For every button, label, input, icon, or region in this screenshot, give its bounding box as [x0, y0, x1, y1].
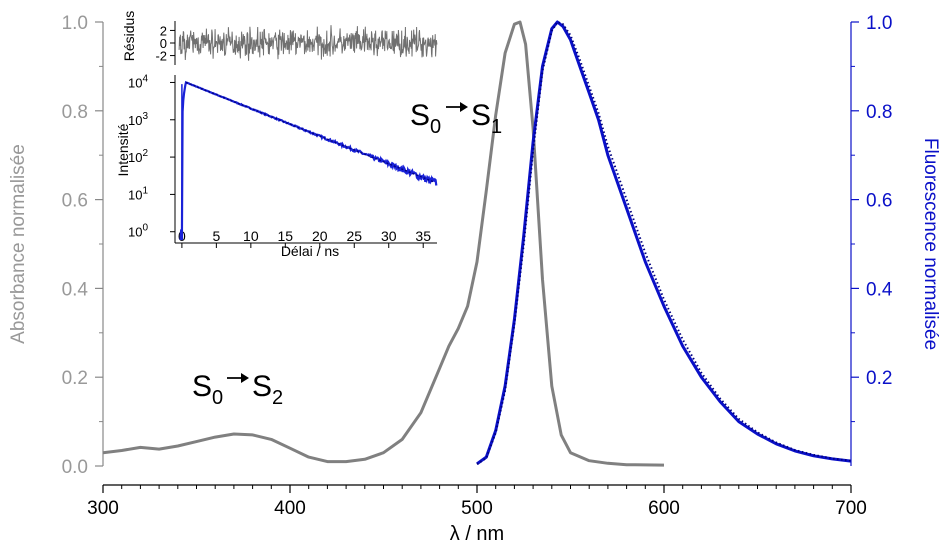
annotation-s0-s1: S0 S1 [410, 99, 502, 138]
fluorescence-line [476, 20, 852, 466]
x-tick-label: 700 [835, 498, 867, 519]
inset-y-tick-label: 101 [128, 185, 148, 202]
left-y-tick-label: 0.6 [62, 191, 88, 212]
inset-y-tick-label: 102 [128, 148, 148, 165]
annotation-s0-s1-arrowhead [460, 102, 468, 112]
inset-series [178, 25, 438, 241]
inset-decay-fit [185, 81, 435, 183]
inset-x-tick-label: 5 [212, 228, 220, 244]
svg-text:S2: S2 [252, 370, 283, 409]
annotation-s0-s2-sub2: 2 [272, 387, 283, 409]
x-tick-label: 400 [274, 498, 306, 519]
annotation-s0-s2-sub: 0 [212, 387, 223, 409]
inset-x-tick-label: 10 [243, 228, 259, 244]
inset-residual-tick-label: -2 [155, 49, 167, 64]
main-series [102, 20, 852, 467]
svg-text:S0: S0 [410, 99, 441, 138]
right-y-tick-label: 1.0 [866, 13, 892, 34]
absorbance-line [102, 20, 665, 467]
left-y-tick-label: 0.4 [62, 279, 89, 300]
right-y-tick-label: 0.6 [866, 191, 892, 212]
inset-y-tick-label: 100 [128, 223, 148, 240]
inset-y-tick-label: 104 [128, 73, 148, 90]
right-y-tick-label: 0.8 [866, 102, 892, 123]
inset-x-tick-label: 20 [312, 228, 328, 244]
right-y-tick-label: 0.4 [866, 279, 893, 300]
inset-residual-tick-label: 2 [160, 23, 167, 38]
annotation-s0-s1-base2: S [471, 99, 491, 132]
main-plot: 300 400 500 600 7000.00.20.40.60.81.00.20.40… [8, 13, 941, 544]
inset-residual-label: Résidus [121, 11, 137, 62]
svg-text:S1: S1 [471, 99, 502, 138]
inset-x-tick-label: 30 [381, 228, 397, 244]
left-y-tick-label: 1.0 [62, 13, 88, 34]
annotation-s0-s1-base: S [410, 99, 430, 132]
left-y-tick-label: 0.8 [62, 102, 88, 123]
annotation-s0-s1-sub2: 1 [491, 116, 502, 138]
annotation-s0-s2-arrowhead [241, 373, 249, 383]
annotation-s0-s2-base2: S [252, 370, 272, 403]
x-axis-label: λ / nm [450, 523, 504, 544]
inset-x-tick-label: 25 [346, 228, 362, 244]
inset-decay-data [179, 80, 438, 241]
annotation-s0-s1-sub: 0 [430, 116, 441, 138]
x-tick-label: 600 [648, 498, 680, 519]
fluorescence_fit-line [476, 21, 852, 466]
inset-x-tick-label: 35 [415, 228, 431, 244]
inset-x-label: Délai / ns [281, 243, 339, 259]
main-ticks: 300 400 500 600 7000.00.20.40.60.81.00.20.40… [62, 13, 893, 519]
annotation-s0-s2: S0 S2 [192, 370, 283, 409]
inset-y-tick-label: 103 [128, 111, 148, 128]
right-y-tick-label: 0.2 [866, 368, 892, 389]
annotation-s0-s2-base: S [192, 370, 212, 403]
inset-residual-tick-label: 0 [160, 36, 167, 51]
left-y-tick-label: 0.2 [62, 368, 88, 389]
inset-ticks: 0510152025303510010110210310420-2 [128, 23, 431, 248]
inset-residuals [178, 25, 438, 61]
x-tick-label: 300 [87, 498, 119, 519]
inset-plot: 0510152025303510010110210310420-2 Résidu… [115, 11, 438, 259]
svg-text:S0: S0 [192, 370, 223, 409]
inset-y-label: Intensité [115, 123, 131, 176]
inset-x-tick-label: 15 [278, 228, 294, 244]
x-tick-label: 500 [461, 498, 493, 519]
left-axis-label: Absorbance normalisée [8, 144, 29, 344]
right-axis-label: Fluorescence normalisée [920, 138, 941, 350]
left-y-tick-label: 0.0 [62, 457, 88, 478]
